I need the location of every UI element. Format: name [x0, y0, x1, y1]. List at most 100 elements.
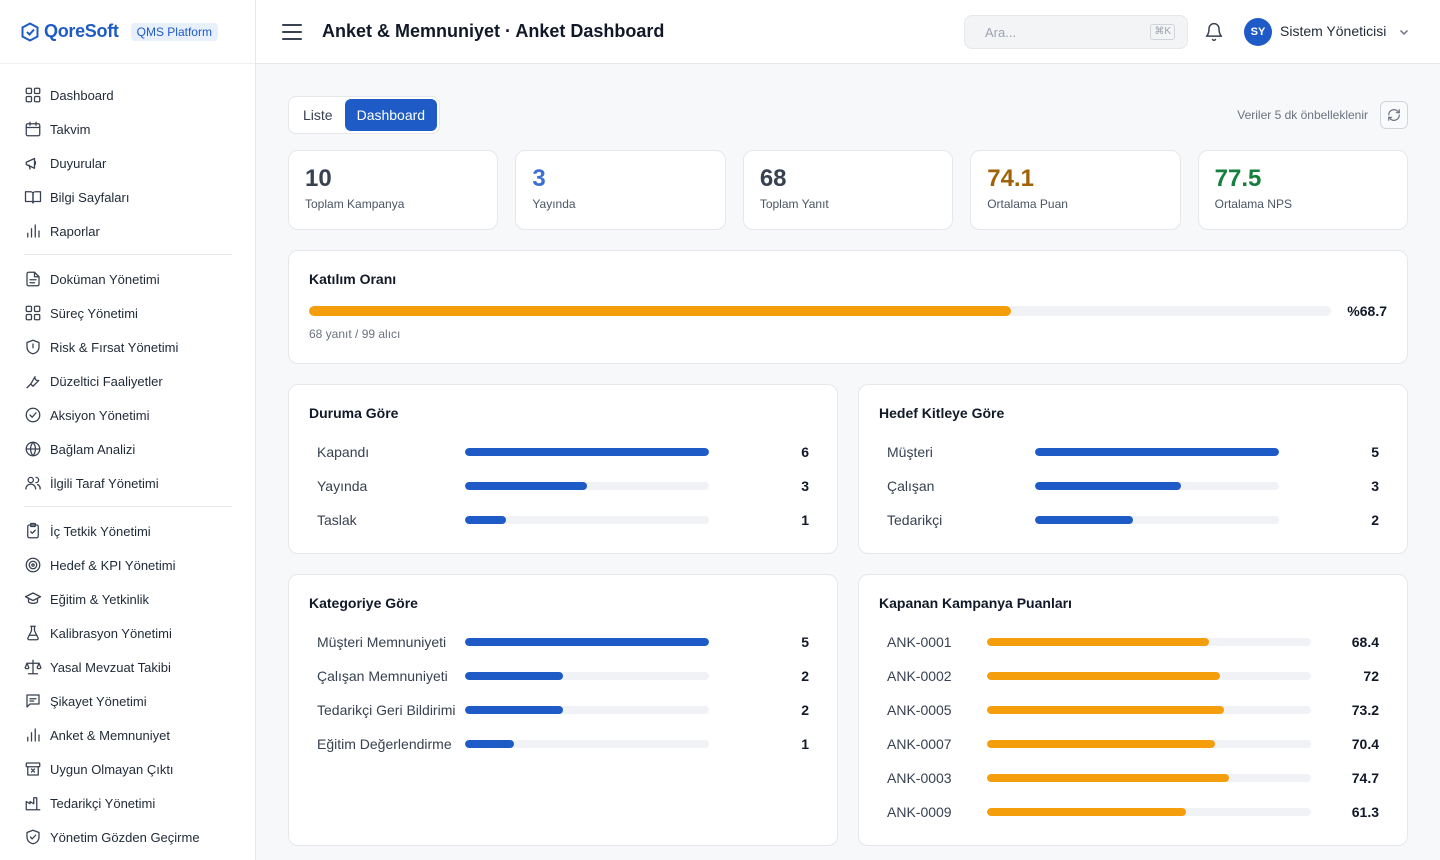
row-bar: [1035, 448, 1279, 456]
row-value: 70.4: [1351, 736, 1379, 752]
row-bar: [1035, 516, 1279, 524]
sidebar-item-yönetim-gözden-geçirme[interactable]: Yönetim Gözden Geçirme: [24, 820, 232, 854]
sidebar-item-bağlam-analizi[interactable]: Bağlam Analizi: [24, 432, 232, 466]
row-bar-fill: [465, 672, 563, 680]
sidebar-item-label: Yönetim Gözden Geçirme: [50, 829, 200, 845]
row-value: 6: [801, 444, 809, 460]
sidebar-item-label: İlgili Taraf Yönetimi: [50, 475, 159, 491]
stat-cards: 10 Toplam Kampanya 3 Yayında 68 Toplam Yanıt 7…: [288, 150, 1409, 230]
platform-badge: QMS Platform: [130, 22, 218, 41]
main-content: Liste Dashboard Veriler 5 dk önbelleklen…: [288, 96, 1409, 846]
sidebar-item-label: Düzeltici Faaliyetler: [50, 373, 163, 389]
sidebar-item-label: İç Tetkik Yönetimi: [50, 523, 151, 539]
row-label: Kapandı: [317, 444, 370, 460]
stat-label: Ortalama Puan: [987, 197, 1068, 211]
row-bar: [465, 672, 709, 680]
row-bar: [465, 740, 709, 748]
logo-icon: [21, 21, 39, 42]
row-value: 1: [801, 736, 809, 752]
user-name[interactable]: Sistem Yöneticisi: [1280, 23, 1387, 39]
row-bar: [987, 672, 1311, 680]
row-bar: [1035, 482, 1279, 490]
sidebar-group: İç Tetkik Yönetimi Hedef & KPI Yönetimi Eğ…: [24, 514, 232, 860]
bar-chart-icon: [27, 728, 40, 742]
score-row: ANK-0005 73.2: [879, 693, 1379, 727]
chevron-down-icon[interactable]: [1398, 26, 1410, 38]
user-avatar[interactable]: SY: [1244, 18, 1272, 46]
sidebar-item-label: Risk & Fırsat Yönetimi: [50, 339, 179, 355]
sidebar-item-şikayet-yönetimi[interactable]: Şikayet Yönetimi: [24, 684, 232, 718]
sidebar-item-düzeltici-faaliyetler[interactable]: Düzeltici Faaliyetler: [24, 364, 232, 398]
score-row: ANK-0001 68.4: [879, 625, 1379, 659]
cache-info: Veriler 5 dk önbelleklenir: [1237, 101, 1408, 129]
sidebar-item-yasal-mevzuat-takibi[interactable]: Yasal Mevzuat Takibi: [24, 650, 232, 684]
sidebar-item-label: Anket & Memnuniyet: [50, 727, 170, 743]
sidebar-item-süreç-yönetimi[interactable]: Süreç Yönetimi: [24, 296, 232, 330]
row-value: 5: [1371, 444, 1379, 460]
row-value: 3: [1371, 478, 1379, 494]
row-label: Taslak: [317, 512, 357, 528]
stat-value: 10: [305, 165, 332, 192]
search-input[interactable]: [985, 24, 1135, 40]
sidebar-item-takvim[interactable]: Takvim: [24, 112, 232, 146]
sidebar-item-hedef-kpi-yönetimi[interactable]: Hedef & KPI Yönetimi: [24, 548, 232, 582]
row-bar: [987, 706, 1311, 714]
sidebar-item-label: Uygun Olmayan Çıktı: [50, 761, 174, 777]
menu-toggle-icon[interactable]: [282, 23, 302, 40]
sidebar-item-uygun-olmayan-çıktı[interactable]: Uygun Olmayan Çıktı: [24, 752, 232, 786]
row-bar: [987, 808, 1311, 816]
cache-note: Veriler 5 dk önbelleklenir: [1237, 108, 1368, 122]
stat-value: 74.1: [987, 165, 1034, 192]
audience-row: Müşteri 5: [879, 435, 1379, 469]
globe-icon: [25, 441, 41, 457]
sidebar-item-raporlar[interactable]: Raporlar: [24, 214, 232, 248]
audience-row: Tedarikçi 2: [879, 503, 1379, 537]
shield-check-icon: [26, 829, 40, 845]
category-row: Çalışan Memnuniyeti 2: [309, 659, 809, 693]
participation-progress-fill: [309, 306, 1012, 316]
sidebar-item-eğitim-yetkinlik[interactable]: Eğitim & Yetkinlik: [24, 582, 232, 616]
search-box[interactable]: ⌘K: [964, 15, 1188, 49]
sidebar-item-anket-memnuniyet[interactable]: Anket & Memnuniyet: [24, 718, 232, 752]
flask-icon: [27, 625, 39, 641]
sidebar-item-label: Tedarikçi Yönetimi: [50, 795, 156, 811]
stat-label: Toplam Yanıt: [759, 197, 829, 211]
sidebar-item-i-lgili-taraf-yönetimi[interactable]: İlgili Taraf Yönetimi: [24, 466, 232, 500]
sidebar-item-dashboard[interactable]: Dashboard: [24, 78, 232, 112]
refresh-button[interactable]: [1380, 101, 1408, 129]
megaphone-icon: [25, 157, 37, 170]
sidebar-item-doküman-yönetimi[interactable]: Doküman Yönetimi: [24, 262, 232, 296]
calendar-icon: [25, 121, 41, 137]
sidebar-item-i-ç-tetkik-yönetimi[interactable]: İç Tetkik Yönetimi: [24, 514, 232, 548]
stat-value: 3: [532, 165, 546, 192]
sidebar-item-bilgi-sayfaları[interactable]: Bilgi Sayfaları: [24, 180, 232, 214]
row-bar-fill: [1035, 482, 1182, 490]
grid-icon: [25, 87, 41, 103]
sidebar-item-label: Süreç Yönetimi: [50, 305, 138, 321]
sidebar-item-kalibrasyon-yönetimi[interactable]: Kalibrasyon Yönetimi: [24, 616, 232, 650]
sidebar-item-tedarikçi-yönetimi[interactable]: Tedarikçi Yönetimi: [24, 786, 232, 820]
row-value: 68.4: [1351, 634, 1379, 650]
brand-logo[interactable]: QoreSoft: [20, 21, 119, 42]
row-label: Müşteri Memnuniyeti: [317, 634, 447, 650]
row-bar-fill: [1035, 448, 1279, 456]
row-bar-fill: [465, 740, 514, 748]
target-icon: [25, 557, 41, 573]
stat-label: Toplam Kampanya: [305, 197, 405, 211]
sidebar-item-risk-fırsat-yönetimi[interactable]: Risk & Fırsat Yönetimi: [24, 330, 232, 364]
tab-list[interactable]: Liste: [291, 99, 345, 131]
sidebar-item-label: Eğitim & Yetkinlik: [50, 591, 149, 607]
row-label: ANK-0007: [887, 736, 952, 752]
row-value: 3: [801, 478, 809, 494]
sidebar-item-duyurular[interactable]: Duyurular: [24, 146, 232, 180]
brand-name: QoreSoft: [44, 21, 119, 41]
score-row: ANK-0002 72: [879, 659, 1379, 693]
stat-card: 68 Toplam Yanıt: [742, 150, 954, 230]
sidebar-item-label: Doküman Yönetimi: [50, 271, 160, 287]
sidebar-item-aksiyon-yönetimi[interactable]: Aksiyon Yönetimi: [24, 398, 232, 432]
bell-icon[interactable]: [1204, 22, 1224, 42]
audience-row: Çalışan 3: [879, 469, 1379, 503]
row-bar: [465, 638, 709, 646]
search-shortcut-badge: ⌘K: [1150, 24, 1175, 40]
tab-dashboard[interactable]: Dashboard: [344, 99, 438, 131]
